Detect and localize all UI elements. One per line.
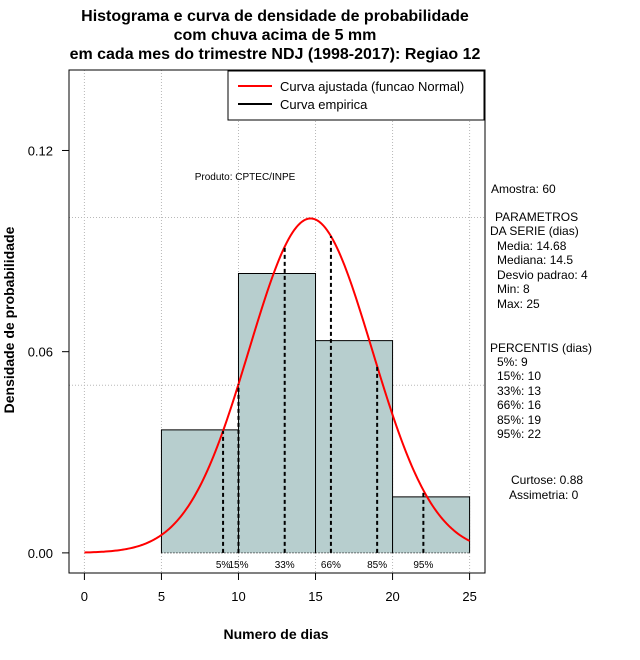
histogram-bar-3 <box>392 496 470 553</box>
x-tick-label-5: 25 <box>462 589 476 604</box>
x-tick-label-1: 5 <box>158 589 165 604</box>
chart-title-line-2: com chuva acima de 5 mm <box>174 27 377 44</box>
normal-curve <box>84 217 471 554</box>
percentile-label-4: 85% <box>367 560 387 571</box>
param-sd: Desvio padrao: 4 <box>497 268 588 282</box>
y-tick-label-2: 0.12 <box>28 143 53 158</box>
param-median: Mediana: 14.5 <box>497 253 573 267</box>
percentil-95: 95%: 22 <box>497 427 541 441</box>
percentile-label-3: 66% <box>321 560 341 571</box>
y-axis-title: Densidade de probabilidade <box>1 226 17 413</box>
chart-title-line-3: em cada mes do trimestre NDJ (1998-2017)… <box>70 46 481 63</box>
x-tick-label-0: 0 <box>81 589 88 604</box>
param-max: Max: 25 <box>497 297 540 311</box>
histogram-bar-1 <box>238 273 316 553</box>
y-tick-label-0: 0.00 <box>28 546 53 561</box>
curtose: Curtose: 0.88 <box>511 473 583 487</box>
histogram-bar-0 <box>161 429 239 553</box>
chart-title-line-1: Histograma e curva de densidade de proba… <box>81 8 469 25</box>
histogram-bar-2 <box>315 340 393 553</box>
percentile-label-5: 95% <box>413 560 433 571</box>
histogram-bar-outline-3 <box>392 496 471 553</box>
percentil-85: 85%: 19 <box>497 413 541 427</box>
params-title-2: DA SERIE (dias) <box>490 224 579 238</box>
param-min: Min: 8 <box>497 282 530 296</box>
percentis-title: PERCENTIS (dias) <box>490 341 592 355</box>
side-panel: Amostra: 60 PARAMETROS DA SERIE (dias) M… <box>490 182 592 502</box>
percentile-label-1: 15% <box>228 560 248 571</box>
percentile-label-2: 33% <box>275 560 295 571</box>
histogram-bar-outline-2 <box>315 340 394 553</box>
x-tick-label-4: 20 <box>385 589 399 604</box>
sample-size: Amostra: 60 <box>491 182 556 196</box>
normal-curve-layer <box>84 217 471 554</box>
legend-label-normal: Curva ajustada (funcao Normal) <box>280 79 464 94</box>
percentil-33: 33%: 13 <box>497 384 541 398</box>
y-tick-label-1: 0.06 <box>28 345 53 360</box>
x-tick-label-3: 15 <box>308 589 322 604</box>
percentil-5: 5%: 9 <box>497 355 528 369</box>
axes: 0 5 10 15 20 25 0.00 0.06 0.12 <box>28 143 477 604</box>
params-title-1: PARAMETROS <box>495 210 578 224</box>
histogram-bars <box>160 273 471 554</box>
x-axis-title: Numero de dias <box>223 626 328 642</box>
param-mean: Media: 14.68 <box>497 239 567 253</box>
legend-box <box>227 70 485 121</box>
percentil-66: 66%: 16 <box>497 398 541 412</box>
assimetria: Assimetria: 0 <box>509 488 579 502</box>
percentil-15: 15%: 10 <box>497 369 541 383</box>
product-annotation: Produto: CPTEC/INPE <box>195 172 296 183</box>
percentile-lines: 5%15% 33% 66% 85% 95% <box>216 236 433 571</box>
legend: Curva ajustada (funcao Normal) Curva emp… <box>227 70 485 121</box>
x-tick-label-2: 10 <box>231 589 245 604</box>
percentile-label-0: 5% <box>216 560 231 571</box>
legend-label-empirical: Curva empirica <box>280 97 368 112</box>
